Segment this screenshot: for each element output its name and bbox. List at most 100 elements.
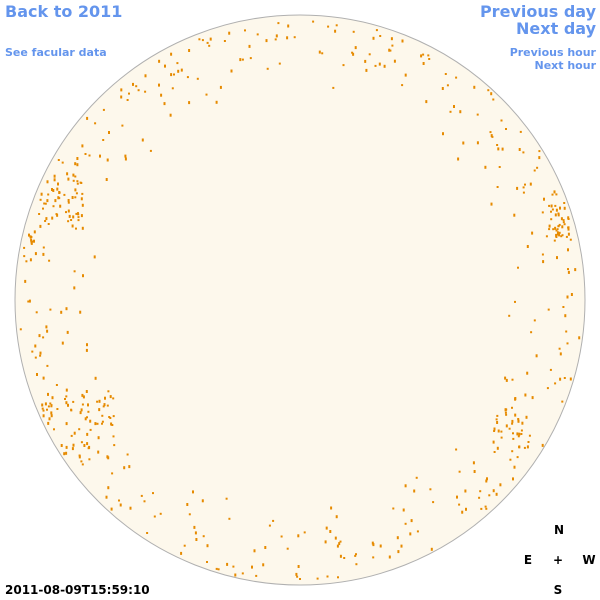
facular-point: [75, 227, 77, 230]
facular-point: [86, 416, 88, 419]
facular-link[interactable]: See facular data: [5, 46, 107, 59]
facular-point: [177, 69, 180, 73]
facular-point: [484, 165, 487, 169]
next-hour-link[interactable]: Next hour: [535, 59, 597, 72]
facular-point: [56, 187, 59, 191]
facular-point: [173, 73, 175, 76]
facular-point: [76, 163, 79, 167]
previous-day-link[interactable]: Previous day: [480, 2, 597, 21]
facular-point: [490, 92, 493, 96]
facular-point: [88, 445, 91, 449]
facular-point: [208, 44, 211, 47]
facular-point: [99, 154, 101, 158]
facular-point: [25, 260, 28, 263]
facular-point: [52, 205, 55, 208]
facular-point: [556, 228, 559, 231]
facular-point: [201, 499, 204, 503]
facular-point: [34, 252, 37, 256]
facular-point: [416, 530, 419, 533]
facular-point: [517, 418, 520, 420]
facular-point: [107, 390, 110, 393]
facular-point: [425, 100, 428, 104]
facular-point: [68, 214, 71, 218]
facular-point: [561, 225, 564, 229]
facular-point: [495, 492, 498, 496]
facular-point: [462, 141, 465, 145]
facular-point: [45, 325, 48, 329]
facular-point: [455, 448, 458, 451]
facular-point: [202, 535, 205, 538]
facular-point: [529, 182, 532, 186]
facular-point: [120, 88, 123, 92]
facular-point: [297, 534, 300, 538]
facular-point: [96, 400, 99, 403]
facular-point: [551, 208, 554, 211]
facular-point: [402, 508, 405, 512]
facular-point: [355, 553, 357, 556]
facular-point: [554, 204, 557, 207]
back-link[interactable]: Back to 2011: [5, 2, 122, 21]
facular-point: [94, 422, 97, 426]
facular-point: [492, 440, 495, 444]
facular-point: [513, 213, 516, 217]
facular-point: [28, 299, 31, 303]
facular-point: [514, 300, 516, 303]
facular-point: [520, 429, 523, 432]
facular-point: [65, 401, 68, 405]
facular-point: [83, 444, 86, 447]
facular-point: [85, 390, 88, 393]
facular-point: [396, 536, 399, 540]
facular-point: [318, 50, 321, 54]
facular-point: [107, 486, 110, 490]
facular-point: [81, 192, 84, 195]
facular-point: [42, 409, 45, 412]
facular-point: [74, 175, 77, 178]
facular-point: [390, 37, 393, 41]
compass-center: +: [553, 553, 563, 567]
facular-point: [533, 319, 536, 322]
facular-point: [401, 39, 404, 43]
facular-point: [338, 542, 341, 546]
facular-point: [490, 202, 493, 206]
facular-point: [106, 455, 109, 459]
facular-point: [487, 89, 490, 92]
facular-point: [144, 74, 147, 78]
facular-point: [53, 174, 56, 178]
facular-point: [98, 408, 101, 412]
facular-point: [493, 427, 496, 431]
previous-hour-link[interactable]: Previous hour: [510, 46, 597, 59]
facular-point: [562, 219, 565, 222]
facular-point: [143, 500, 146, 503]
facular-point: [57, 159, 60, 161]
facular-point: [256, 33, 259, 36]
facular-point: [159, 512, 162, 515]
facular-point: [401, 84, 404, 87]
facular-point: [71, 224, 74, 228]
facular-point: [80, 197, 83, 201]
facular-point: [103, 403, 106, 407]
facular-point: [170, 73, 173, 77]
facular-point: [339, 540, 342, 543]
facular-point: [528, 434, 531, 437]
facular-point: [388, 48, 391, 52]
facular-point: [496, 144, 499, 146]
facular-point: [74, 162, 77, 166]
facular-point: [225, 497, 228, 500]
facular-point: [74, 196, 77, 199]
facular-point: [558, 233, 561, 237]
facular-point: [253, 549, 256, 553]
facular-point: [516, 456, 519, 459]
next-day-link[interactable]: Next day: [516, 19, 597, 38]
facular-point: [334, 536, 337, 540]
facular-point: [42, 376, 45, 380]
facular-point: [39, 224, 42, 228]
facular-point: [442, 132, 444, 136]
facular-point: [541, 253, 544, 256]
facular-point: [102, 108, 105, 111]
facular-point: [57, 182, 59, 186]
facular-point: [51, 188, 53, 191]
facular-point: [65, 388, 68, 392]
facular-point: [484, 505, 487, 508]
facular-point: [578, 336, 581, 340]
facular-point: [79, 181, 82, 184]
